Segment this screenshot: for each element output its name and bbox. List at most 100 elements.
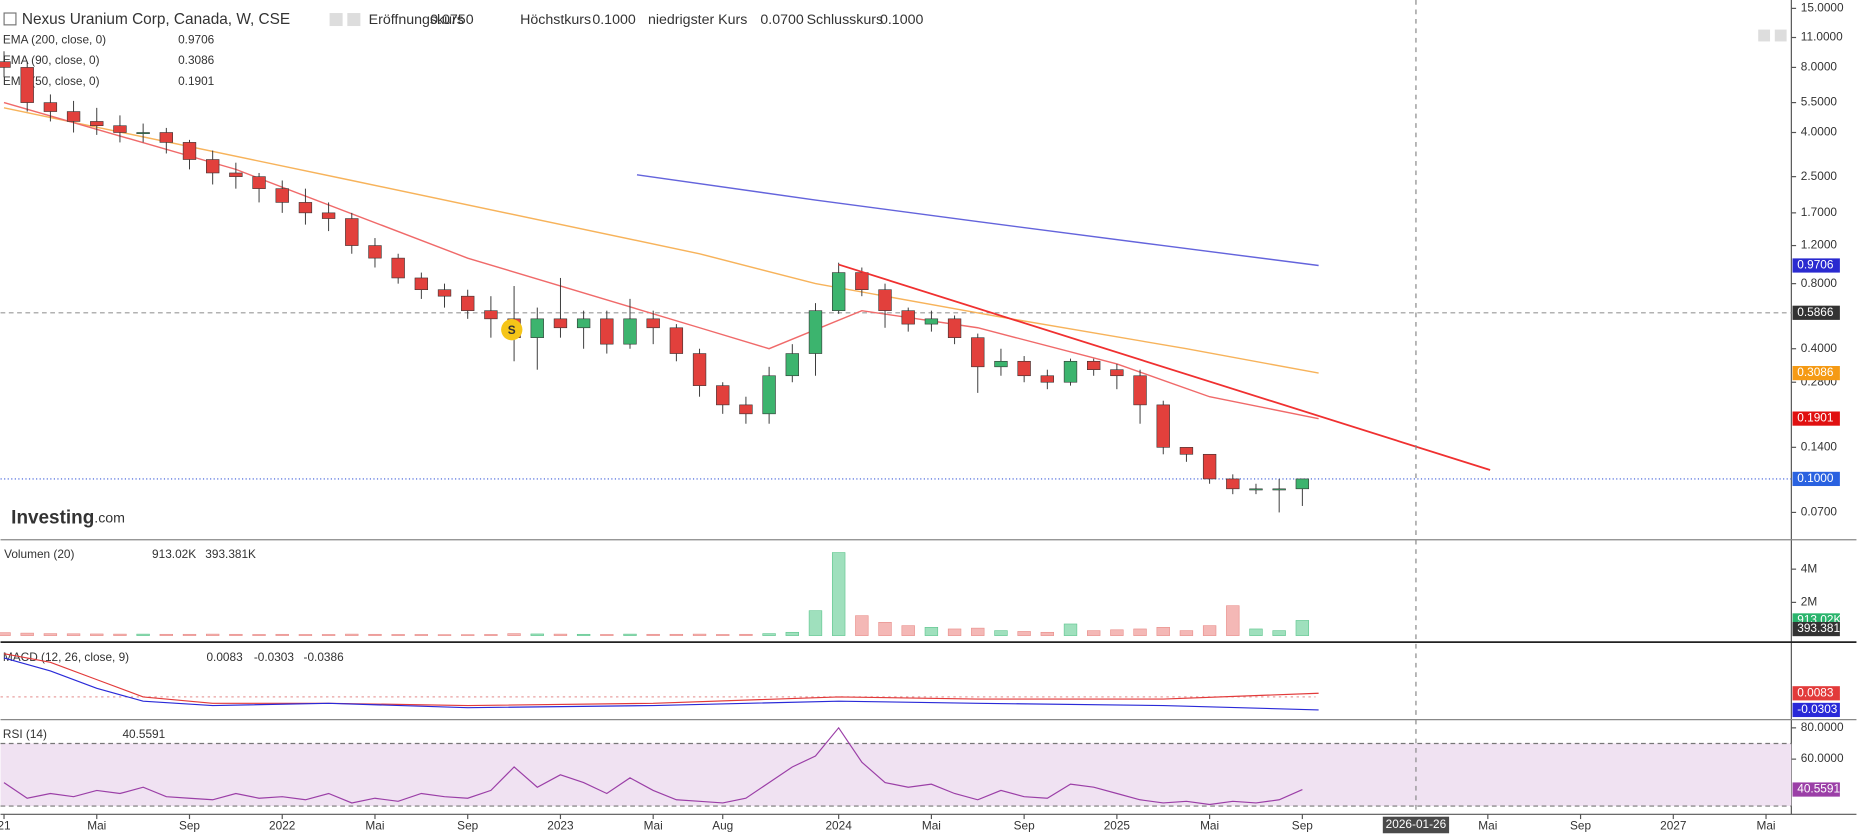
- x-tick-label: Sep: [1570, 818, 1591, 832]
- volume-bar: [1133, 628, 1147, 636]
- x-tick-label: Mai: [644, 818, 663, 832]
- volume-bar: [994, 630, 1008, 636]
- candle-body: [808, 310, 823, 354]
- candle-body: [437, 289, 452, 297]
- y-tick-label: 8.0000: [1801, 60, 1838, 74]
- volume-bar: [1040, 631, 1054, 636]
- volume-bar: [90, 633, 104, 636]
- price-badge: [1792, 305, 1840, 320]
- candle-body: [136, 132, 150, 134]
- header-value: 0.0750: [430, 12, 474, 28]
- x-tick-label: Sep: [1014, 818, 1035, 832]
- candle-body: [623, 318, 637, 345]
- volume-bar: [159, 633, 173, 636]
- ema-line: [3, 107, 1319, 374]
- candle-body: [182, 142, 197, 160]
- x-tick-label: Aug: [712, 818, 733, 832]
- candle-body: [901, 310, 915, 325]
- volume-bar: [321, 634, 336, 636]
- header-label: Eröffnungskurs: [369, 12, 464, 28]
- candle-body: [600, 318, 614, 345]
- legend-entry: MACD (12, 26, close, 9): [3, 650, 129, 664]
- volume-bar: [576, 633, 591, 636]
- volume-bar: [1110, 629, 1124, 636]
- volume-bar: [808, 610, 823, 636]
- candle-body: [739, 404, 753, 415]
- y-tick-label: 5.5000: [1801, 95, 1838, 109]
- volume-bar: [414, 634, 429, 636]
- x-tick-label: 2023: [547, 818, 574, 832]
- price-badge: [1792, 782, 1840, 797]
- volume-bar: [507, 633, 521, 636]
- ema-line: [636, 174, 1319, 267]
- legend-value: 913.02K: [152, 547, 196, 561]
- volume-bar: [437, 634, 452, 636]
- header-label: Höchstkurs: [520, 12, 591, 28]
- y-tick-label: 0.8000: [1801, 276, 1838, 290]
- candle-body: [1179, 447, 1194, 455]
- price-badge-label: 0.9706: [1797, 258, 1834, 272]
- candle-body: [20, 67, 34, 103]
- logo-part: Investing: [11, 507, 94, 528]
- volume-bar: [182, 633, 197, 636]
- candle-body: [321, 212, 336, 219]
- candle-body: [831, 272, 846, 311]
- header-value: 0.1000: [592, 12, 636, 28]
- volume-bar: [1087, 630, 1101, 636]
- collapse-icon[interactable]: [3, 12, 17, 26]
- legend-value: 0.0083: [206, 650, 243, 664]
- legend-value: 40.5591: [122, 727, 165, 741]
- logo: Investing.com: [11, 507, 125, 528]
- candle-body: [206, 159, 220, 174]
- legend-value: 0.1901: [178, 74, 214, 88]
- volume-bar: [924, 626, 939, 636]
- x-tick-label: Mai: [1200, 818, 1219, 832]
- candle-body: [692, 353, 707, 386]
- volume-bar: [762, 633, 776, 636]
- volume-bar: [785, 631, 799, 636]
- candle-body: [0, 61, 11, 68]
- rsi-line: [3, 726, 1303, 806]
- volume-bar: [855, 615, 869, 636]
- x-tick-label: Mai: [87, 818, 106, 832]
- price-badge-label: 0.1901: [1797, 411, 1833, 425]
- x-tick-label: 2025: [1104, 818, 1131, 832]
- price-badge-label: -0.0303: [1797, 702, 1838, 716]
- volume-bar: [530, 633, 544, 636]
- candle-body: [391, 257, 405, 279]
- price-badge-label: 0.5866: [1797, 305, 1834, 319]
- volume-bar: [461, 634, 475, 636]
- price-badge: [1792, 471, 1840, 487]
- y-tick-label: 11.0000: [1801, 30, 1843, 44]
- legend-value: -0.0303: [254, 650, 295, 664]
- candle-body: [855, 272, 869, 291]
- candle-body: [669, 327, 684, 354]
- candle-body: [646, 318, 660, 329]
- volume-bar: [831, 552, 846, 636]
- candle-body: [1063, 360, 1078, 383]
- x-tick-label: Sep: [1292, 818, 1313, 832]
- volume-bar: [229, 633, 243, 636]
- candle-body: [345, 218, 359, 246]
- candle-body: [994, 360, 1008, 368]
- candle-body: [461, 295, 475, 311]
- frame: [0, 0, 1857, 815]
- cursor-label: 2026-01-26: [1386, 817, 1447, 831]
- legend-value: 393.381K: [205, 547, 256, 561]
- volume-bar: [947, 628, 962, 636]
- y-tick-label: 2M: [1801, 595, 1817, 609]
- price-badge: [1792, 411, 1840, 426]
- event-marker: [501, 319, 523, 341]
- cursor-label-box: [1382, 816, 1450, 834]
- candle-body: [1040, 375, 1054, 383]
- y-tick-label: 0.1400: [1801, 439, 1838, 453]
- legend-entry: EMA (90, close, 0): [3, 53, 100, 67]
- volume-bar: [391, 634, 405, 636]
- volume-bar: [1272, 630, 1286, 636]
- x-tick-label: Mai: [365, 818, 384, 832]
- candle-body: [90, 121, 104, 127]
